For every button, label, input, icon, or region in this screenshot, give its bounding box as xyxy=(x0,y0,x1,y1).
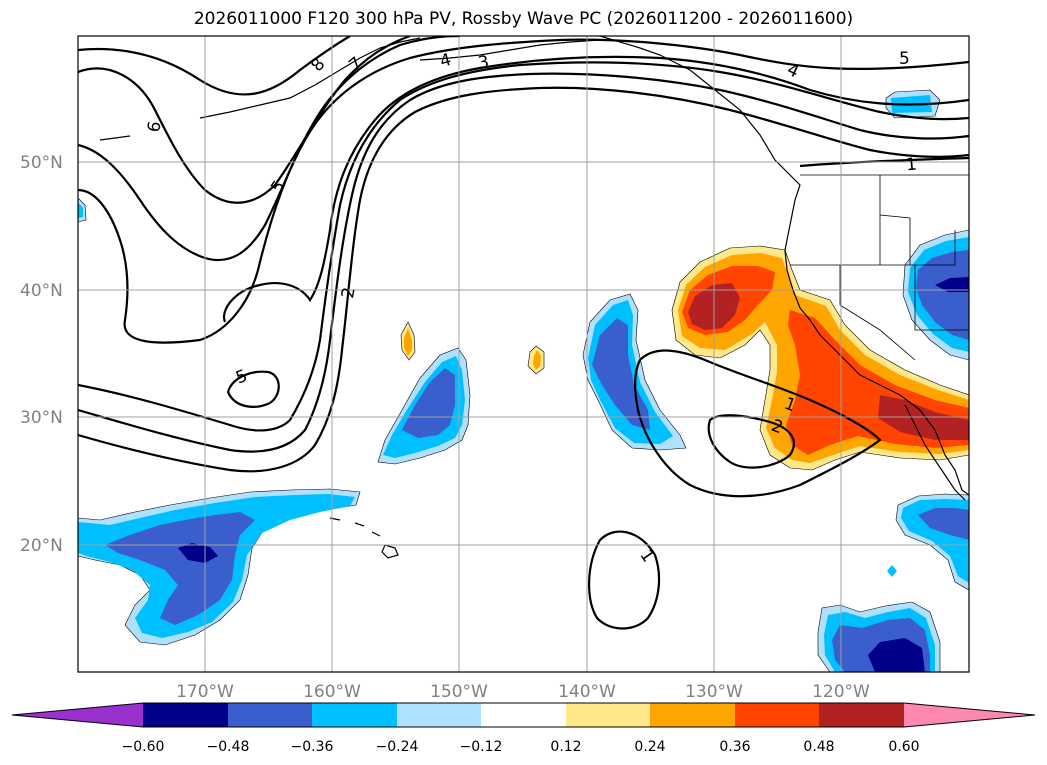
lon-label: 140°W xyxy=(558,682,616,702)
pos-region-small-145w-mid xyxy=(533,350,541,370)
contour-line-3 xyxy=(78,72,969,453)
contour-line-5b xyxy=(222,55,969,323)
contour-line-1-north xyxy=(799,156,969,168)
colorbar-tick: −0.36 xyxy=(291,739,334,755)
colorbar-segment xyxy=(650,703,735,727)
contour-line-6 xyxy=(78,36,461,262)
colorbar-tick: 0.48 xyxy=(803,739,834,755)
lon-label: 120°W xyxy=(812,682,870,702)
negative-anomaly-fills xyxy=(78,89,969,672)
lat-label: 40°N xyxy=(20,281,63,301)
colorbar-segment xyxy=(312,703,397,727)
pv-contours xyxy=(78,36,969,630)
colorbar-segment xyxy=(228,703,312,727)
colorbar-tick: 0.12 xyxy=(550,739,581,755)
lon-label: 150°W xyxy=(430,682,488,702)
map-plot-area: 8 7 6 5 4 3 2 5 1 1 2 1 4 5 xyxy=(78,36,969,672)
colorbar-tick: −0.60 xyxy=(122,739,165,755)
contour-line-4 xyxy=(78,61,969,432)
pos-region-small-155w-mid xyxy=(404,328,412,356)
contour-line-7 xyxy=(78,36,411,204)
lon-label: 130°W xyxy=(685,682,743,702)
contour-label: 5 xyxy=(899,49,910,69)
colorbar-tick: −0.12 xyxy=(460,739,503,755)
contour-line-5-closed xyxy=(226,370,280,408)
contour-line-1-east xyxy=(634,349,882,498)
neg-region-small-diamond xyxy=(887,565,897,577)
lat-label: 50°N xyxy=(20,153,63,173)
latitude-labels: 50°N 40°N 30°N 20°N xyxy=(20,153,63,556)
coastline-baja xyxy=(904,404,966,501)
colorbar-segment xyxy=(566,703,650,727)
contour-label: 1 xyxy=(905,155,918,176)
colorbar-tick: −0.24 xyxy=(376,739,419,755)
lon-label: 170°W xyxy=(176,682,234,702)
map-title: 2026011000 F120 300 hPa PV, Rossby Wave … xyxy=(193,9,854,29)
coastline-hawaii xyxy=(329,517,399,559)
contour-label: 3 xyxy=(477,52,491,74)
lat-label: 30°N xyxy=(20,408,63,428)
graticule xyxy=(78,36,969,672)
contour-label: 6 xyxy=(144,120,166,134)
colorbar-extend-min xyxy=(12,703,143,727)
colorbar: −0.60 −0.48 −0.36 −0.24 −0.12 0.12 0.24 … xyxy=(11,702,1036,755)
colorbar-tick: 0.60 xyxy=(888,739,919,755)
neg-region-southeast-lower-max xyxy=(868,638,925,672)
neg-region-southwest-max xyxy=(178,543,218,563)
colorbar-segment xyxy=(819,703,904,727)
colorbar-segment xyxy=(481,703,566,727)
lat-label: 20°N xyxy=(20,536,63,556)
colorbar-extend-max xyxy=(904,703,1035,727)
colorbar-outline xyxy=(11,702,1036,728)
contour-line-5a xyxy=(78,38,969,344)
neg-region-central-strong xyxy=(402,368,455,438)
coastline-alaska-south xyxy=(419,39,601,61)
colorbar-segment xyxy=(735,703,819,727)
contour-label: 4 xyxy=(438,50,454,72)
colorbar-tick: −0.48 xyxy=(207,739,250,755)
neg-region-great-basin-max xyxy=(935,277,969,292)
contour-line-8 xyxy=(78,36,351,96)
border-states xyxy=(790,175,969,361)
colorbar-segment xyxy=(397,703,481,727)
colorbar-tick: 0.24 xyxy=(634,739,665,755)
contour-line-2 xyxy=(78,86,969,473)
neg-region-southwest-strong xyxy=(105,512,255,625)
neg-region-great-basin-strong xyxy=(916,250,969,340)
colorbar-tick: 0.36 xyxy=(719,739,750,755)
colorbar-segment xyxy=(143,703,228,727)
contour-line-1-south xyxy=(588,530,661,630)
lon-label: 160°W xyxy=(303,682,361,702)
contour-label: 2 xyxy=(338,286,360,300)
longitude-labels: 170°W 160°W 150°W 140°W 130°W 120°W xyxy=(176,682,870,702)
neg-region-west-edge-mid xyxy=(78,202,83,218)
plot-frame xyxy=(77,35,970,673)
neg-region-baja-strong xyxy=(918,508,969,540)
